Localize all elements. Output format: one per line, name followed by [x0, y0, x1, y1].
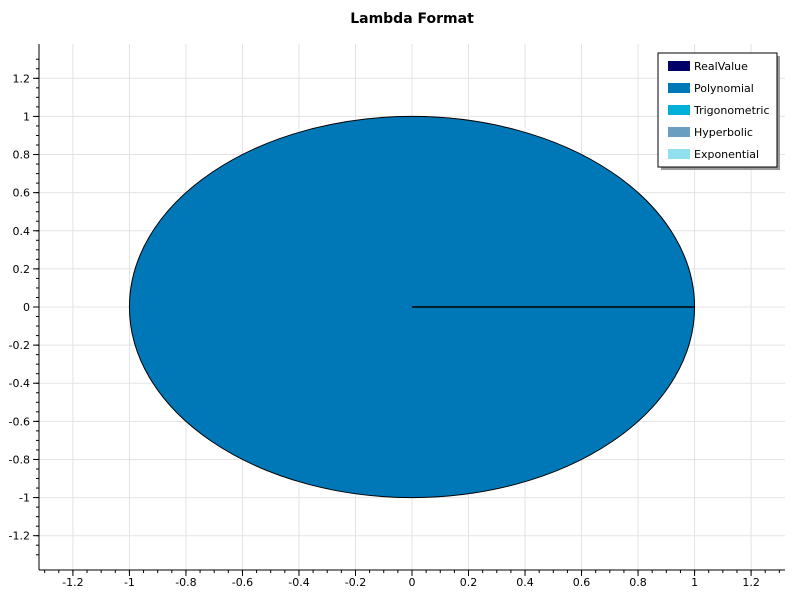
y-tick-label: 1.2	[13, 72, 31, 85]
y-tick-label: -1	[19, 492, 30, 505]
y-tick-label: -0.4	[9, 377, 30, 390]
legend-swatch-trigonometric	[668, 105, 690, 115]
legend-box	[657, 52, 778, 168]
legend-label-realvalue: RealValue	[694, 60, 748, 73]
y-tick-label: 0.8	[13, 149, 31, 162]
legend-label-trigonometric: Trigonometric	[693, 104, 770, 117]
legend-swatch-hyperbolic	[668, 127, 690, 137]
y-tick-label: -0.2	[9, 339, 30, 352]
y-tick-label: 0	[23, 301, 30, 314]
x-tick-label: 0	[409, 576, 416, 589]
y-tick-label: -1.2	[9, 530, 30, 543]
x-tick-label: -1.2	[62, 576, 83, 589]
legend-swatch-exponential	[668, 149, 690, 159]
y-tick-label: -0.6	[9, 415, 30, 428]
y-tick-label: 0.2	[13, 263, 31, 276]
x-tick-label: 1.2	[742, 576, 760, 589]
axes: -1.2 -1 -0.8 -0.6 -0.4 -0.2 0 0.2 0.4 0.6 0.8 1 1.2 1…	[9, 44, 785, 589]
legend-label-polynomial: Polynomial	[694, 82, 754, 95]
y-tick-label: 0.4	[13, 225, 31, 238]
legend-swatch-realvalue	[668, 61, 690, 71]
legend-label-hyperbolic: Hyperbolic	[694, 126, 753, 139]
legend-swatch-polynomial	[668, 83, 690, 93]
pie-slices	[128, 115, 696, 499]
x-tick-label: -0.4	[288, 576, 309, 589]
x-tick-label: -0.8	[175, 576, 196, 589]
y-tick-label: -0.8	[9, 453, 30, 466]
x-tick-label: -0.6	[232, 576, 253, 589]
x-tick-label: 0.4	[516, 576, 534, 589]
x-tick-label: 1	[691, 576, 698, 589]
x-tick-label: -1	[124, 576, 135, 589]
x-tick-label: 0.2	[460, 576, 478, 589]
x-tick-label: -0.2	[345, 576, 366, 589]
y-tick-label: 0.6	[13, 187, 31, 200]
legend: RealValue Polynomial Trigonometric Hyperbol…	[657, 52, 780, 170]
chart-title: Lambda Format	[350, 11, 474, 27]
x-tick-label: 0.6	[573, 576, 591, 589]
y-tick-label: 1	[23, 110, 30, 123]
x-tick-label: 0.8	[629, 576, 647, 589]
legend-label-exponential: Exponential	[694, 148, 759, 161]
